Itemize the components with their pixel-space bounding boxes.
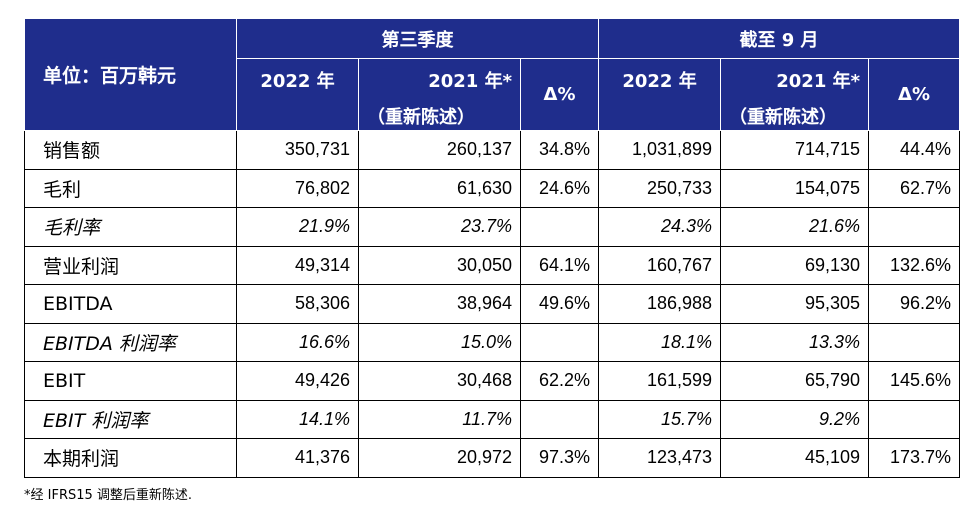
- financial-summary-table: 单位：百万韩元 第三季度 截至 9 月 2022 年 2021 年* （重新陈述…: [24, 18, 961, 478]
- row-label: 毛利率: [24, 207, 237, 247]
- quarter-2021-cell: 61,630: [358, 168, 521, 208]
- quarter-2021-cell: 30,050: [358, 245, 521, 285]
- quarter-delta-cell: 34.8%: [519, 130, 600, 170]
- ytd-2022-cell: 24.3%: [598, 207, 722, 247]
- ytd-2022-cell: 123,473: [598, 438, 722, 478]
- quarter-2022-cell: 58,306: [236, 284, 359, 324]
- quarter-2022-header: 2022 年: [236, 58, 359, 131]
- quarter-delta-cell: [519, 322, 600, 362]
- table-row: 毛利 76,802 61,630 24.6% 250,733 154,075 62.7%: [24, 168, 961, 208]
- ytd-2021-cell: 714,715: [720, 130, 870, 170]
- ytd-delta-header: Δ%: [868, 58, 961, 131]
- ytd-2021-cell: 21.6%: [720, 207, 870, 247]
- ytd-delta-cell: 132.6%: [868, 245, 961, 285]
- row-label: 营业利润: [24, 245, 237, 285]
- quarter-2021-header: 2021 年* （重新陈述）: [358, 58, 521, 131]
- quarter-2022-cell: 16.6%: [236, 322, 359, 362]
- table-row: EBITDA 利润率 16.6% 15.0% 18.1% 13.3%: [24, 322, 961, 362]
- table-row: 销售额 350,731 260,137 34.8% 1,031,899 714,715 44…: [24, 130, 961, 170]
- table-row: EBIT 49,426 30,468 62.2% 161,599 65,790 145.6%: [24, 361, 961, 401]
- ytd-group-header: 截至 9 月: [598, 18, 961, 59]
- ytd-2022-cell: 161,599: [598, 361, 722, 401]
- ytd-delta-cell: 96.2%: [868, 284, 961, 324]
- quarter-delta-cell: 49.6%: [519, 284, 600, 324]
- row-label: EBIT 利润率: [24, 399, 237, 439]
- table-row: EBITDA 58,306 38,964 49.6% 186,988 95,305 96.2…: [24, 284, 961, 324]
- ytd-2021-cell: 45,109: [720, 438, 870, 478]
- ytd-delta-cell: [868, 207, 961, 247]
- quarter-delta-cell: 24.6%: [519, 168, 600, 208]
- ytd-2022-cell: 160,767: [598, 245, 722, 285]
- quarter-delta-cell: 62.2%: [519, 361, 600, 401]
- ytd-2022-cell: 18.1%: [598, 322, 722, 362]
- ytd-delta-cell: 173.7%: [868, 438, 961, 478]
- quarter-2021-cell: 30,468: [358, 361, 521, 401]
- ytd-2022-header: 2022 年: [598, 58, 722, 131]
- ytd-2021-cell: 65,790: [720, 361, 870, 401]
- ytd-2021-label: 2021 年*: [776, 71, 861, 92]
- unit-header: 单位：百万韩元: [24, 18, 237, 131]
- ytd-2021-restated-label: （重新陈述）: [729, 107, 838, 128]
- quarter-delta-header: Δ%: [519, 58, 600, 131]
- quarter-2021-cell: 11.7%: [358, 399, 521, 439]
- ytd-2021-cell: 154,075: [720, 168, 870, 208]
- ytd-2022-cell: 1,031,899: [598, 130, 722, 170]
- quarter-2021-label: 2021 年*: [428, 71, 512, 92]
- ytd-2022-cell: 250,733: [598, 168, 722, 208]
- row-label: 毛利: [24, 168, 237, 208]
- quarter-delta-cell: 97.3%: [519, 438, 600, 478]
- ytd-2022-cell: 186,988: [598, 284, 722, 324]
- ytd-2022-cell: 15.7%: [598, 399, 722, 439]
- ytd-delta-cell: [868, 399, 961, 439]
- table-row: 营业利润 49,314 30,050 64.1% 160,767 69,130 132.6%: [24, 245, 961, 285]
- ytd-2021-cell: 13.3%: [720, 322, 870, 362]
- quarter-2021-cell: 15.0%: [358, 322, 521, 362]
- ytd-2021-cell: 69,130: [720, 245, 870, 285]
- row-label: 销售额: [24, 130, 237, 170]
- ytd-2021-header: 2021 年* （重新陈述）: [720, 58, 870, 131]
- footnote: *经 IFRS15 调整后重新陈述.: [24, 488, 193, 503]
- quarter-2021-restated-label: （重新陈述）: [367, 107, 475, 128]
- quarter-2021-cell: 20,972: [358, 438, 521, 478]
- quarter-delta-cell: [519, 207, 600, 247]
- table-row: 毛利率 21.9% 23.7% 24.3% 21.6%: [24, 207, 961, 247]
- ytd-delta-cell: 62.7%: [868, 168, 961, 208]
- row-label: EBITDA 利润率: [24, 322, 237, 362]
- row-label: EBITDA: [24, 284, 237, 324]
- quarter-2021-cell: 38,964: [358, 284, 521, 324]
- quarter-2022-cell: 14.1%: [236, 399, 359, 439]
- quarter-2021-cell: 260,137: [358, 130, 521, 170]
- table-body: 销售额 350,731 260,137 34.8% 1,031,899 714,715 44…: [24, 130, 961, 478]
- quarter-2022-cell: 21.9%: [236, 207, 359, 247]
- row-label: EBIT: [24, 361, 237, 401]
- row-label: 本期利润: [24, 438, 237, 478]
- ytd-delta-cell: 44.4%: [868, 130, 961, 170]
- quarter-delta-cell: [519, 399, 600, 439]
- table-row: 本期利润 41,376 20,972 97.3% 123,473 45,109 173.7%: [24, 438, 961, 478]
- quarter-2022-cell: 41,376: [236, 438, 359, 478]
- quarter-2022-cell: 49,314: [236, 245, 359, 285]
- quarter-2022-cell: 49,426: [236, 361, 359, 401]
- ytd-2021-cell: 9.2%: [720, 399, 870, 439]
- table-row: EBIT 利润率 14.1% 11.7% 15.7% 9.2%: [24, 399, 961, 439]
- ytd-delta-cell: [868, 322, 961, 362]
- quarter-group-header: 第三季度: [235, 18, 600, 59]
- quarter-2022-cell: 76,802: [236, 168, 359, 208]
- ytd-2021-cell: 95,305: [720, 284, 870, 324]
- quarter-2021-cell: 23.7%: [358, 207, 521, 247]
- ytd-delta-cell: 145.6%: [868, 361, 961, 401]
- quarter-delta-cell: 64.1%: [519, 245, 600, 285]
- quarter-2022-cell: 350,731: [236, 130, 359, 170]
